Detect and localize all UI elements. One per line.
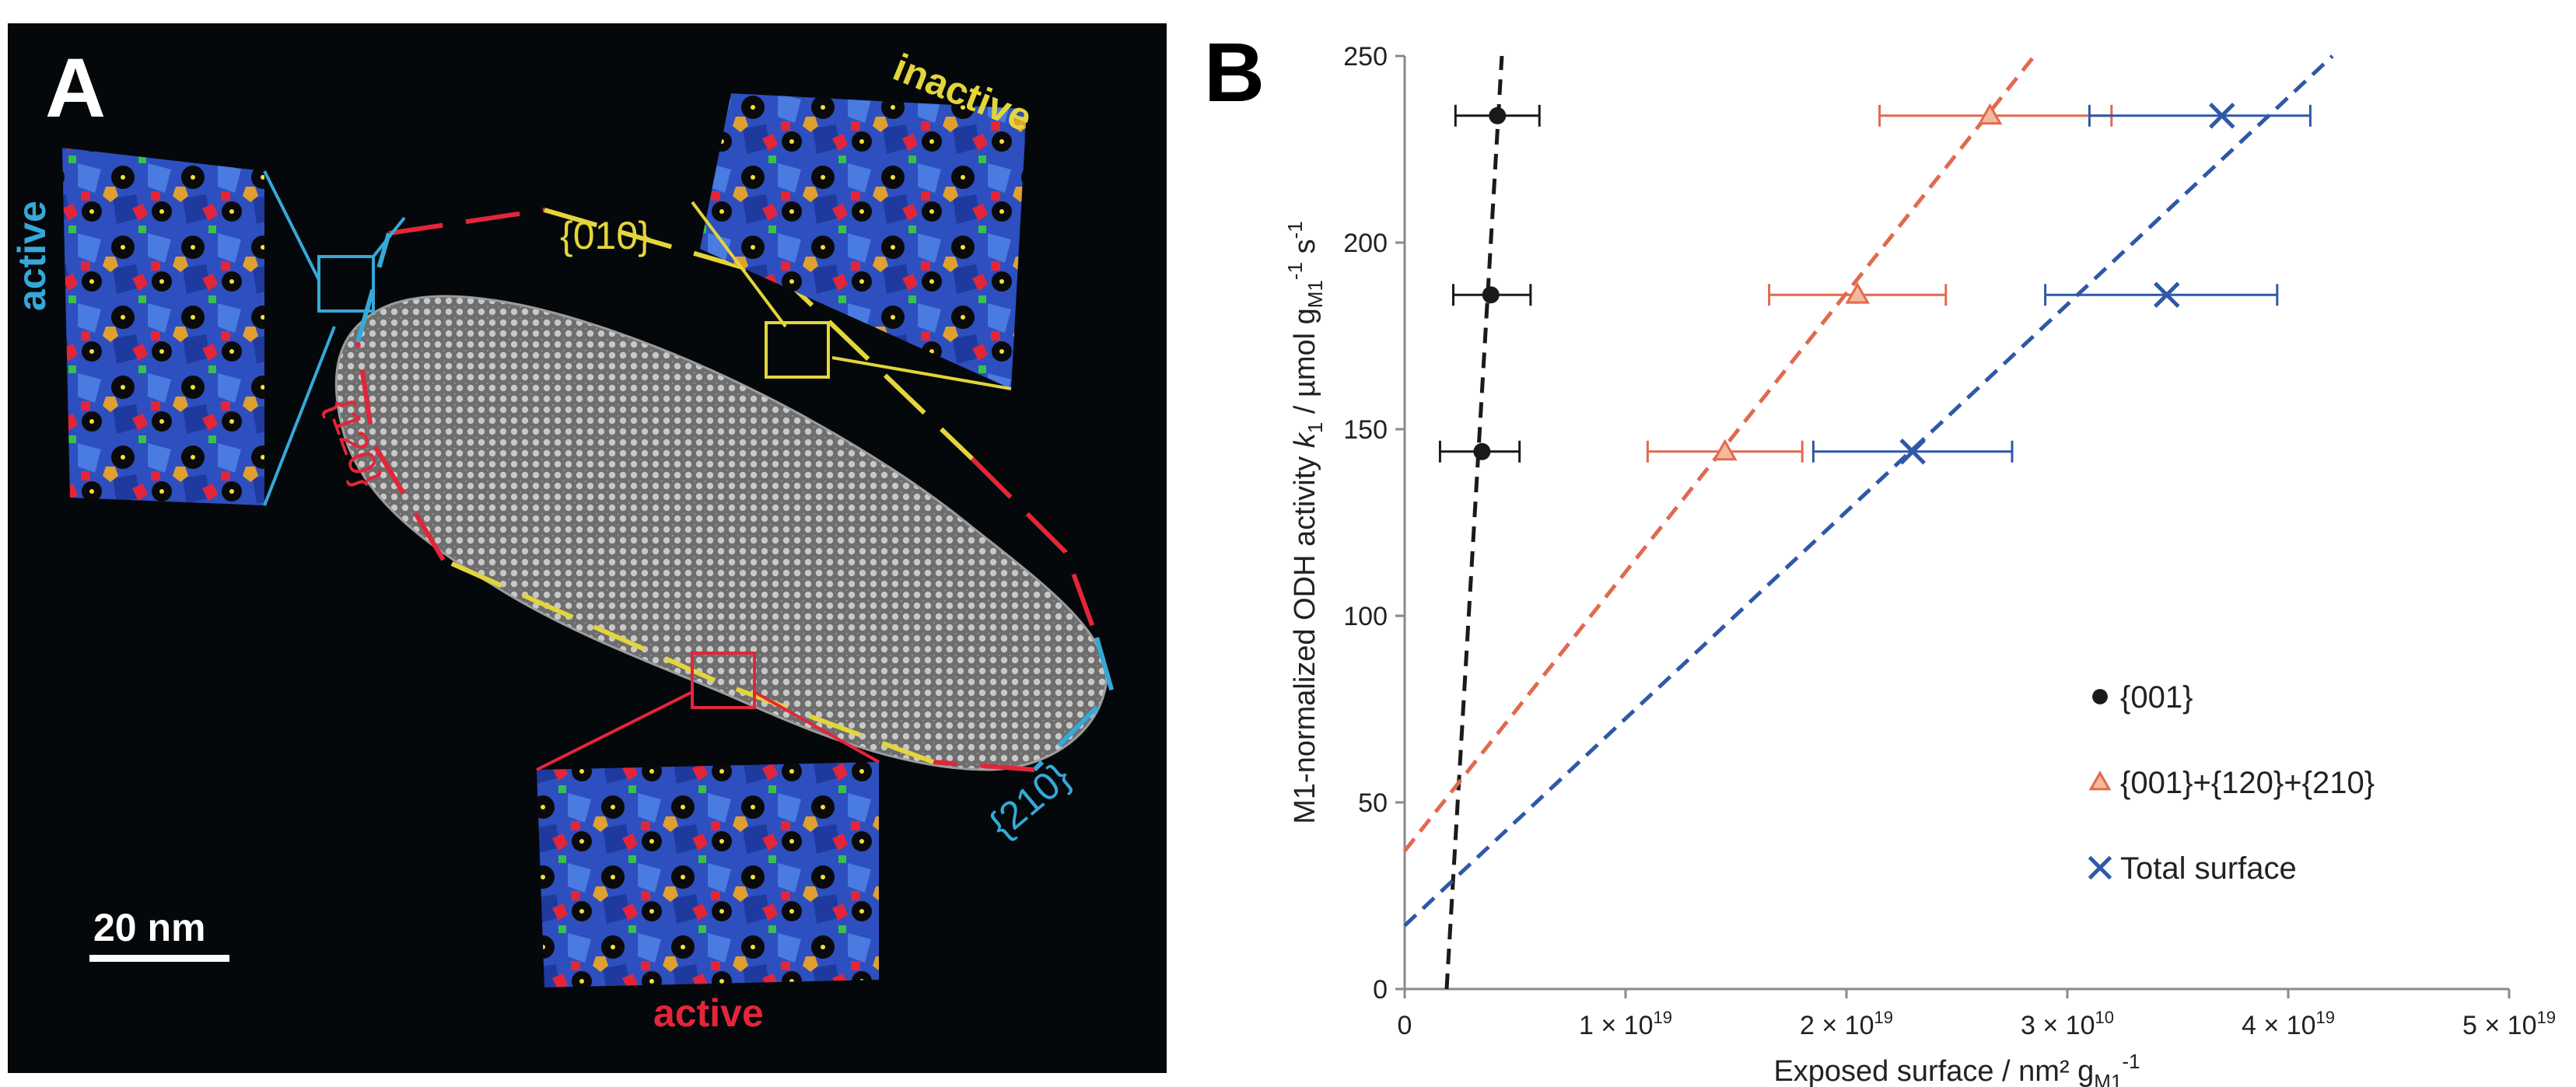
chart-svg: B 0 50 100 150 200 250 0 1 × 1019 2 × 1019 3 × 10… xyxy=(1204,25,2556,1087)
inset-bottom-active xyxy=(536,652,880,987)
panel-a-micrograph: A {010} {120} {210} active inactive acti… xyxy=(8,23,1167,1073)
x-tick-label: 3 × 1010 xyxy=(2021,1008,2114,1040)
micrograph-illustration: A {010} {120} {210} active inactive acti… xyxy=(10,40,1115,1035)
y-tick-label: 50 xyxy=(1358,788,1388,818)
point-s2-p2-stroke-b xyxy=(2209,103,2235,129)
x-tick-label: 2 × 1019 xyxy=(1800,1008,1893,1040)
x-axis-title: Exposed surface / nm² gM1-1 xyxy=(1773,1050,2140,1087)
panel-b-letter: B xyxy=(1204,25,1265,119)
y-tick-label: 200 xyxy=(1343,229,1388,258)
y-tick-label: 150 xyxy=(1343,415,1388,445)
label-active-left: active xyxy=(10,201,54,311)
x-tick-label: 0 xyxy=(1398,1011,1412,1040)
point-s0-p0 xyxy=(1473,442,1491,460)
fit-lines xyxy=(1403,54,2334,990)
panel-b-chart: B 0 50 100 150 200 250 0 1 × 1019 2 × 1019 3 × 10… xyxy=(1182,0,2576,1087)
point-s2-p1-stroke-b xyxy=(2154,281,2180,308)
point-s0-p1 xyxy=(1482,286,1500,304)
panel-a-letter: A xyxy=(45,40,106,135)
point-s1-p1 xyxy=(1845,281,1870,304)
axes: 0 50 100 150 200 250 0 1 × 1019 2 × 1019 3 × 1010… xyxy=(1283,42,2556,1087)
legend-label-2: Total surface xyxy=(2120,851,2297,886)
legend: {001} {001}+{120}+{210} Total surface xyxy=(2088,680,2375,886)
y-tick-label: 100 xyxy=(1343,602,1388,631)
point-s2-p2 xyxy=(2209,103,2235,129)
point-s2-p0-stroke-b xyxy=(1899,439,1926,465)
point-s2-p0 xyxy=(1899,439,1926,465)
inset-top-inactive xyxy=(691,93,1027,390)
inset-left-active xyxy=(62,148,406,506)
point-s2-p1 xyxy=(2154,281,2180,308)
legend-marker-2-stroke-b xyxy=(2088,855,2112,880)
legend-marker-0 xyxy=(2092,689,2108,704)
y-tick-label: 0 xyxy=(1373,975,1388,1005)
facet-label-010: {010} xyxy=(560,214,651,257)
x-tick-label: 1 × 1019 xyxy=(1579,1008,1672,1040)
x-tick-label: 4 × 1019 xyxy=(2242,1008,2335,1040)
label-active-bottom: active xyxy=(653,991,764,1035)
scale-bar-line xyxy=(89,955,229,962)
point-s1-p0 xyxy=(1713,439,1738,461)
legend-marker-1 xyxy=(2088,771,2112,791)
scale-bar: 20 nm xyxy=(89,906,229,962)
legend-label-1: {001}+{120}+{210} xyxy=(2120,766,2375,800)
fit-line-0 xyxy=(1444,55,1504,990)
legend-marker-2 xyxy=(2088,855,2112,880)
scale-bar-label: 20 nm xyxy=(93,906,206,949)
data-points xyxy=(1438,103,2312,465)
point-s1-p2 xyxy=(1977,103,2003,125)
y-tick-label: 250 xyxy=(1343,42,1388,72)
y-axis-title: M1-normalized ODH activity k1 / µmol gM1… xyxy=(1283,221,1327,823)
fit-line-2 xyxy=(1403,54,2334,928)
legend-label-0: {001} xyxy=(2120,680,2193,715)
point-s0-p2 xyxy=(1489,107,1507,124)
x-tick-label: 5 × 1019 xyxy=(2462,1008,2556,1040)
